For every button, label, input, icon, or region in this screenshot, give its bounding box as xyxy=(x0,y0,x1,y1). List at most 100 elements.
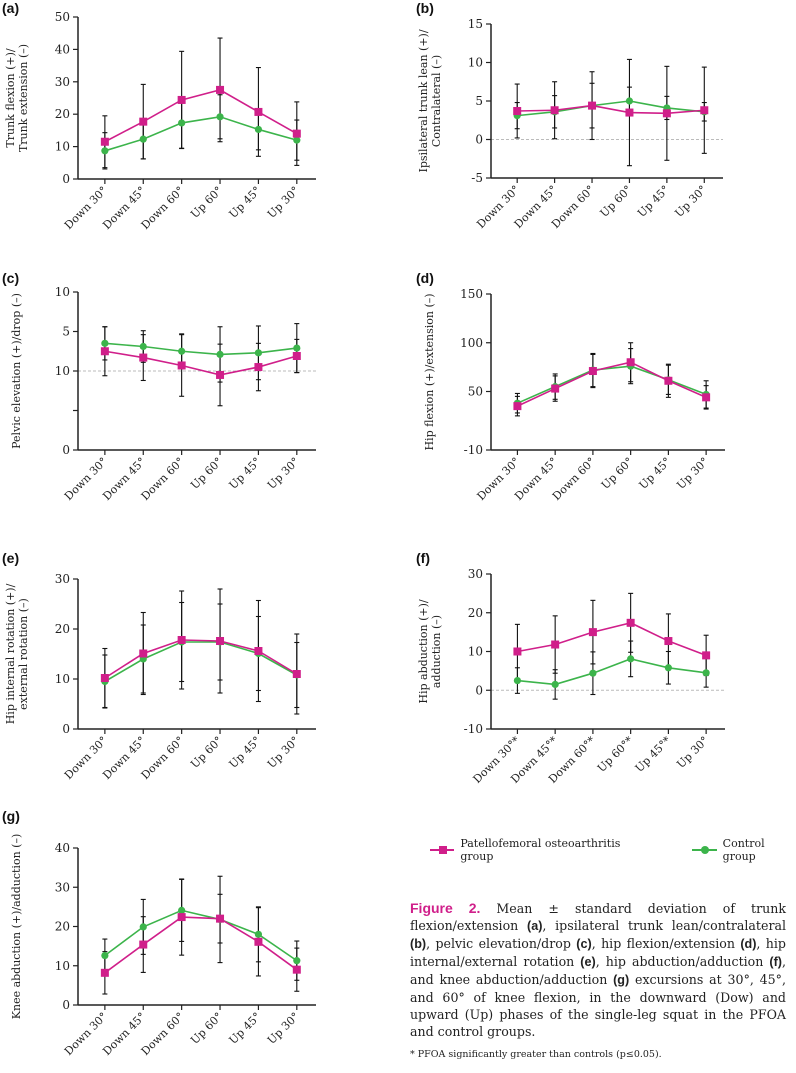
y-tick-label: 10 xyxy=(55,285,70,299)
series-line-control xyxy=(517,658,707,686)
x-tick-label: Up 60° xyxy=(188,734,225,771)
data-point-pfoa xyxy=(139,117,148,126)
data-point-pfoa xyxy=(254,363,263,372)
panel-g: (g) 0 10 20 30 40 Knee abduction (+)/adductio… xyxy=(0,790,400,1069)
x-tick-label: Up 60° xyxy=(188,1010,225,1047)
chart-f: -10 0 10 20 30 Hip abduction (+)/adduction (–… xyxy=(417,567,725,786)
x-tick-label: Up 60° xyxy=(188,455,225,492)
y-tick-label: 30 xyxy=(55,75,70,89)
series-line-pfoa xyxy=(104,639,298,679)
y-tick-label: 30 xyxy=(468,567,483,581)
data-point-control xyxy=(702,669,710,677)
data-point-pfoa xyxy=(626,358,635,367)
y-axis-label: adduction (–) xyxy=(430,615,443,688)
data-point-control xyxy=(627,655,635,663)
data-point-control xyxy=(589,669,597,677)
y-tick-label: 0 xyxy=(62,443,70,457)
y-axis-label: Trunk flexion (+)/ xyxy=(4,48,17,147)
legend-item-pfoa: Patellofemoral osteoarthritis group xyxy=(430,837,644,863)
x-tick-label: Up 30° xyxy=(265,734,302,771)
panel-label: (c) xyxy=(2,270,20,286)
data-point-pfoa xyxy=(292,351,301,360)
data-point-pfoa xyxy=(254,647,263,655)
caption-text: , ipsilateral trunk lean/contralateral xyxy=(542,918,786,933)
data-point-pfoa xyxy=(700,106,709,115)
y-tick-label: 10 xyxy=(55,140,70,154)
y-axis-label: Trunk extension (–) xyxy=(17,44,30,152)
caption-text: , hip internal/external rotation xyxy=(410,936,786,969)
data-point-control xyxy=(664,664,672,672)
figure-caption: Figure 2. Mean ± standard deviation of t… xyxy=(410,900,786,1040)
y-tick-label: 50 xyxy=(55,10,70,24)
chart-b: -5 0 5 10 15 Ipsilateral trunk lean (+)/Contr… xyxy=(417,17,723,231)
data-point-control xyxy=(216,350,224,359)
data-point-control xyxy=(178,347,186,355)
x-tick-label: Up 30° xyxy=(672,183,709,220)
panel-b: (b) -5 0 5 10 15 Ipsilateral trunk lean (+)/C… xyxy=(400,0,796,260)
data-point-control xyxy=(625,97,634,105)
data-point-pfoa xyxy=(626,618,635,627)
y-axis-label: Ipsilateral trunk lean (+)/ xyxy=(417,29,430,172)
chart-g: 0 10 20 30 40 Knee abduction (+)/adduction (–… xyxy=(10,834,316,1058)
caption-text: Mean ± standard deviation of trunk flexi… xyxy=(410,901,786,933)
y-tick-label: 20 xyxy=(55,107,70,121)
y-tick-label: 20 xyxy=(55,920,70,934)
data-point-control xyxy=(101,339,109,347)
series-line-control xyxy=(104,909,298,962)
data-point-pfoa xyxy=(139,353,148,362)
y-tick-label: 10 xyxy=(468,645,483,659)
series-line-pfoa xyxy=(517,621,707,657)
data-point-control xyxy=(254,349,263,357)
data-point-pfoa xyxy=(177,95,186,104)
data-point-pfoa xyxy=(100,137,109,146)
data-point-pfoa xyxy=(292,129,301,138)
y-axis-label: Hip internal rotation (+)/ xyxy=(4,583,17,724)
data-point-control xyxy=(139,923,147,931)
data-point-pfoa xyxy=(254,937,263,946)
panel-label: (e) xyxy=(2,550,20,566)
y-tick-label: 0 xyxy=(62,172,70,186)
data-point-pfoa xyxy=(588,628,597,637)
x-tick-label: Up 45°* xyxy=(633,734,674,775)
data-point-control xyxy=(101,951,109,960)
y-axis-label: Hip flexion (+)/extension (–) xyxy=(423,293,436,450)
data-point-pfoa xyxy=(664,376,673,385)
data-point-pfoa xyxy=(177,636,186,644)
legend-marker-circle-icon xyxy=(692,846,717,854)
panel-f: (f) -10 0 10 20 30 Hip abduction (+)/adductio… xyxy=(400,520,796,790)
caption-panel-ref: (f) xyxy=(769,955,782,969)
series-line-control xyxy=(104,641,298,683)
y-tick-label: 150 xyxy=(460,287,483,301)
data-point-pfoa xyxy=(139,940,148,949)
panel-d: (d) -10 50 100 150 Hip flexion (+)/extension… xyxy=(400,270,796,520)
caption-text: , hip abduction/adduction xyxy=(595,954,770,969)
series-line-pfoa xyxy=(104,89,298,143)
data-point-pfoa xyxy=(513,107,522,116)
data-point-control xyxy=(216,113,224,121)
legend-label: Control group xyxy=(722,837,765,863)
y-tick-label: 40 xyxy=(55,841,70,855)
figure-label: Figure 2. xyxy=(410,900,481,916)
y-tick-label: 40 xyxy=(55,42,70,56)
legend-marker-square-icon xyxy=(430,846,455,854)
y-tick-label: 50 xyxy=(468,385,483,399)
y-tick-label: 10 xyxy=(55,672,70,686)
y-tick-label: -10 xyxy=(464,722,483,736)
caption-text: excursions at 30°, 45°, and 60° of knee … xyxy=(410,972,786,1039)
footnote: * PFOA significantly greater than contro… xyxy=(410,1049,662,1060)
y-axis-label: Hip abduction (+)/ xyxy=(417,599,430,703)
data-point-control xyxy=(139,135,147,143)
data-point-pfoa xyxy=(662,109,671,118)
x-tick-label: Up 60° xyxy=(598,183,635,220)
x-tick-label: Up 30° xyxy=(674,455,711,492)
y-tick-label: 30 xyxy=(55,880,70,894)
caption-text: , pelvic elevation/drop xyxy=(426,936,577,951)
data-point-control xyxy=(293,344,301,352)
data-point-pfoa xyxy=(216,637,225,645)
series-line-pfoa xyxy=(104,350,298,376)
data-point-pfoa xyxy=(292,670,301,678)
chart-a: 0 10 20 30 40 50 Trunk flexion (+)/Trunk exten… xyxy=(4,10,316,232)
data-point-control xyxy=(254,930,263,938)
x-tick-label: Up 30° xyxy=(674,734,711,771)
data-point-pfoa xyxy=(664,637,673,646)
